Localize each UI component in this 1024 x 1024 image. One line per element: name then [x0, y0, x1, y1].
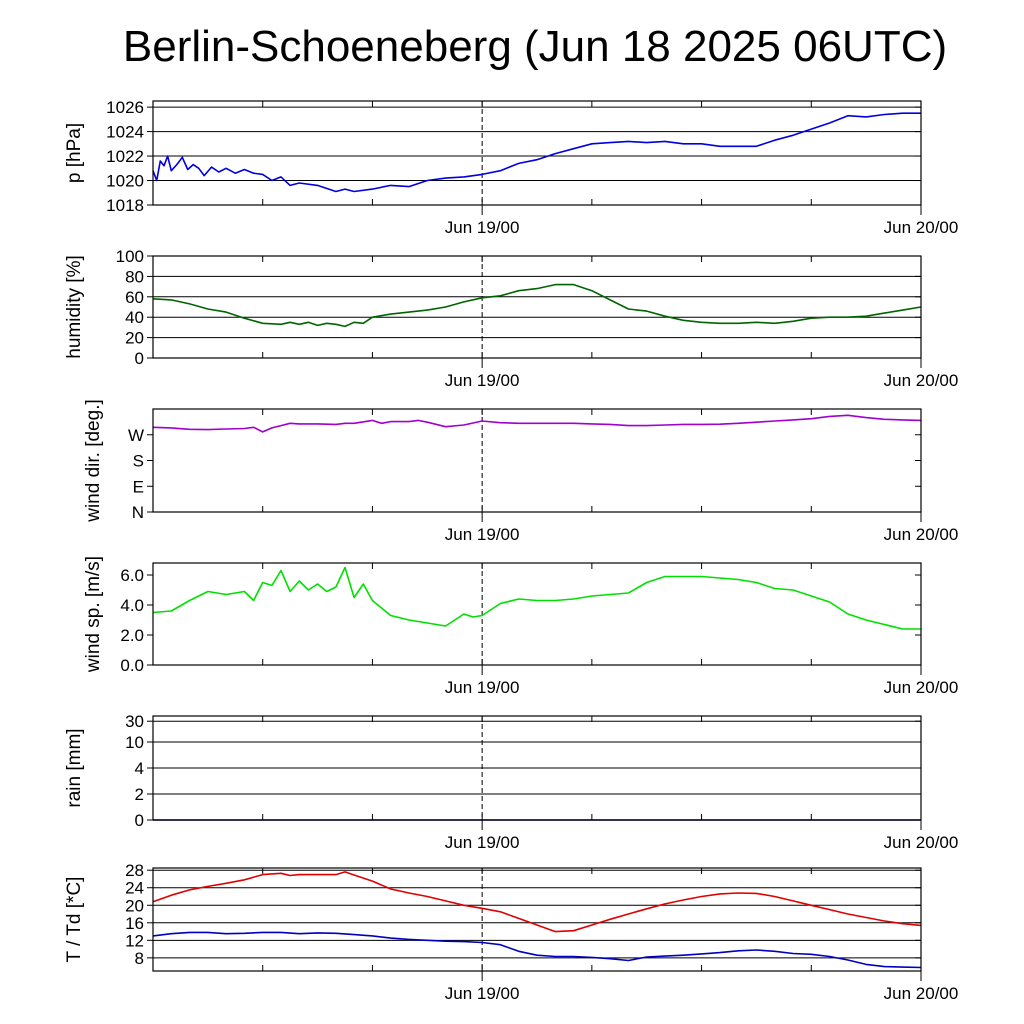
y-tick-label: 1024	[106, 123, 144, 142]
series-line-1	[152, 112, 921, 193]
chart-title: Berlin-Schoeneberg (Jun 18 2025 06UTC)	[122, 22, 948, 71]
y-tick-label: S	[133, 452, 144, 471]
y-tick-label: 6.0	[120, 566, 144, 585]
x-tick-label: Jun 19/00	[445, 833, 520, 852]
y-axis-label: p [hPa]	[64, 123, 85, 183]
y-tick-label: 0	[135, 811, 144, 830]
y-axis-label: humidity [%]	[64, 255, 85, 358]
y-tick-label: 1018	[106, 196, 144, 215]
series-line-2	[152, 931, 922, 969]
chart-panel-1: 1018 1020 1022 1024 1026 Jun 19/00 Jun 20/00 p …	[64, 98, 958, 237]
x-tick-label: Jun 20/00	[884, 833, 959, 852]
y-tick-label: W	[128, 426, 144, 445]
series-line-1	[152, 283, 922, 328]
y-tick-label: 100	[116, 247, 144, 266]
x-tick-label: Jun 19/00	[445, 678, 520, 697]
x-tick-label: Jun 20/00	[884, 218, 959, 237]
y-tick-label: N	[132, 503, 144, 522]
plot-frame	[152, 100, 922, 206]
chart-panel-5: 0 2 4 10 30 Jun 19/00 Jun 20/00 rain [mm]	[64, 712, 958, 852]
y-tick-label: 12	[125, 931, 144, 950]
y-axis-label: rain [mm]	[64, 728, 85, 807]
x-tick-label: Jun 20/00	[884, 525, 959, 544]
plot-frame	[152, 408, 922, 513]
y-tick-label: 60	[125, 288, 144, 307]
x-tick-label: Jun 19/00	[445, 525, 520, 544]
y-tick-label: 0	[135, 349, 144, 368]
y-tick-label: 30	[125, 712, 144, 731]
x-tick-label: Jun 20/00	[884, 678, 959, 697]
y-tick-label: 40	[125, 308, 144, 327]
y-tick-label: 8	[135, 949, 144, 968]
y-tick-label: 24	[125, 879, 144, 898]
y-tick-label: 4.0	[120, 596, 144, 615]
y-tick-label: 1022	[106, 147, 144, 166]
y-axis-label: T / Td [*C]	[64, 877, 85, 963]
plot-frame	[152, 562, 922, 666]
x-tick-label: Jun 20/00	[884, 984, 959, 1003]
x-tick-label: Jun 19/00	[445, 984, 520, 1003]
y-tick-label: 20	[125, 329, 144, 348]
y-tick-label: 2.0	[120, 626, 144, 645]
y-tick-label: 28	[125, 861, 144, 880]
series-line-1	[152, 871, 922, 933]
series-line-1	[152, 566, 921, 630]
y-tick-label: E	[133, 477, 144, 496]
y-tick-label: 0.0	[120, 656, 144, 675]
y-tick-label: 10	[125, 733, 144, 752]
x-tick-label: Jun 19/00	[445, 218, 520, 237]
plot-frame	[152, 255, 922, 359]
y-tick-label: 20	[125, 896, 144, 915]
y-tick-label: 4	[135, 759, 144, 778]
plot-frame	[152, 715, 922, 821]
y-tick-label: 1020	[106, 172, 144, 191]
x-tick-label: Jun 20/00	[884, 371, 959, 390]
plot-frame	[152, 867, 922, 972]
y-tick-label: 80	[125, 267, 144, 286]
series-line-1	[152, 414, 922, 433]
y-tick-label: 2	[135, 785, 144, 804]
y-axis-label: wind dir. [deg.]	[83, 399, 104, 523]
y-tick-label: 16	[125, 914, 144, 933]
y-axis-label: wind sp. [m/s]	[83, 556, 104, 673]
y-tick-label: 1026	[106, 98, 144, 117]
x-tick-label: Jun 19/00	[445, 371, 520, 390]
chart-panel-4: 0.0 2.0 4.0 6.0 Jun 19/00 Jun 20/00 wind sp. […	[83, 556, 958, 697]
